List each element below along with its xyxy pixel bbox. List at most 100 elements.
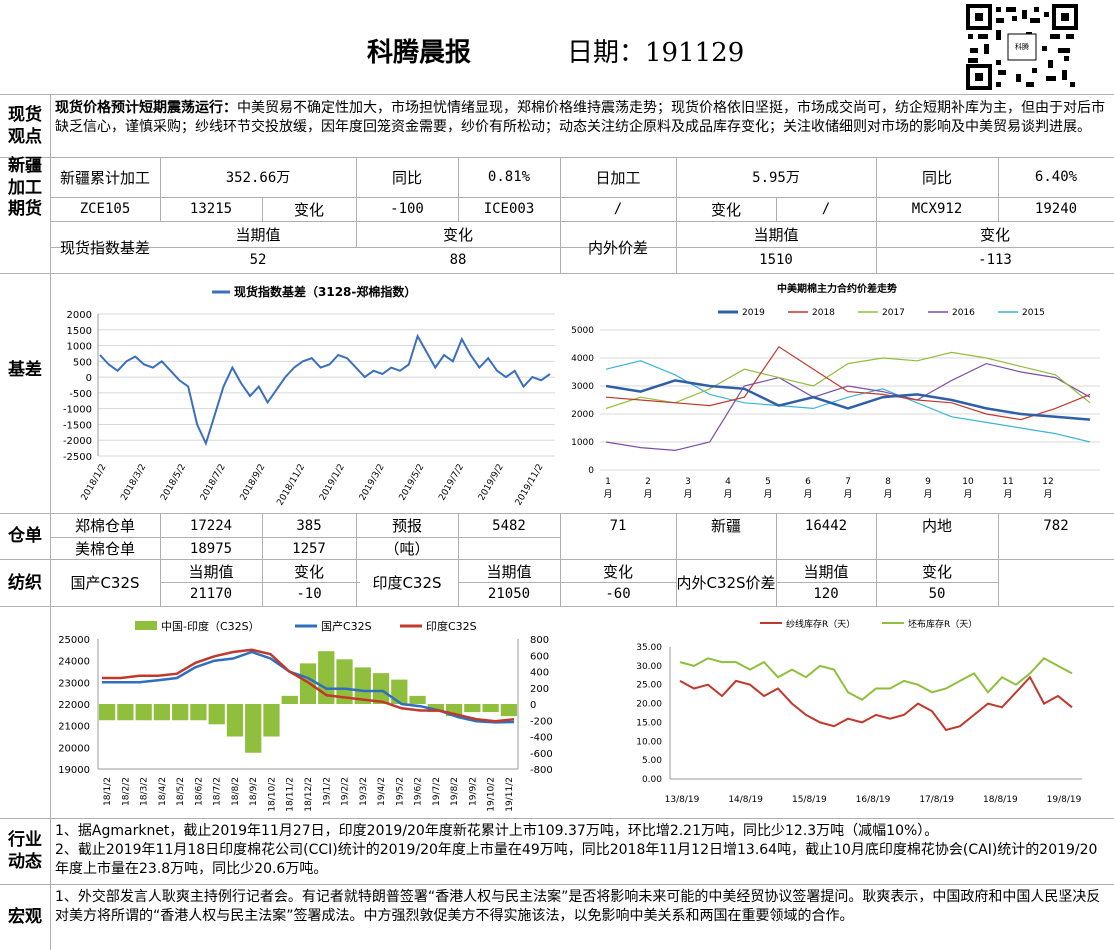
legend-label: 国产C32S xyxy=(321,619,372,633)
y-tick-label: 0 xyxy=(86,373,92,384)
domestic-c32s-label: 国产C32S xyxy=(70,574,140,592)
spot-index-current-value: 52 xyxy=(249,252,267,268)
y-tick-label: 3000 xyxy=(571,382,594,392)
y-tick-label: 500 xyxy=(73,357,92,368)
chart-title: 中美期棉主力合约价差走势 xyxy=(777,282,897,295)
x-tick-unit: 月 xyxy=(603,489,612,500)
bar-spread xyxy=(135,704,152,721)
bar-spread xyxy=(117,704,134,721)
y-tick-label: 2000 xyxy=(571,410,594,420)
y-tick-label: -500 xyxy=(69,389,92,400)
x-tick-unit: 月 xyxy=(763,489,772,500)
x-tick-label: 18/7/2 xyxy=(213,777,223,806)
y-tick-label: 21000 xyxy=(58,722,90,733)
x-tick-label: 15/8/19 xyxy=(792,795,827,805)
x-tick-label: 6 xyxy=(805,477,811,487)
macro-news-item: 1、外交部发言人耿爽主持例行记者会。有记者就特朗普签署“香港人权与民主法案”是否… xyxy=(55,889,1101,924)
x-tick-label: 9 xyxy=(925,477,931,487)
futures-ice-change-label: 变化 xyxy=(710,200,741,219)
y-tick-label: 25.00 xyxy=(636,681,662,691)
series-line xyxy=(605,351,1091,409)
x-tick-unit: 月 xyxy=(1043,489,1052,500)
x-tick-label: 5 xyxy=(765,477,771,487)
unit-ton-label: （吨） xyxy=(384,540,430,558)
report-title: 科腾晨报 xyxy=(367,38,472,68)
x-tick-unit: 月 xyxy=(723,489,732,500)
c32s-spread-current-header: 当期值 xyxy=(803,562,849,581)
spot-view-body: 中美贸易不确定性加大，市场担忧情绪显现，郑棉价格维持震荡走势；现货价格依旧坚挺，… xyxy=(55,100,1105,135)
spread-current-value: 1510 xyxy=(759,252,793,268)
xinjiang-yoy-value: 0.81% xyxy=(487,169,531,185)
c32s-spread-current-value: 120 xyxy=(813,586,839,602)
y2-tick-label: -800 xyxy=(530,765,553,776)
x-tick-label: 2018/7/2 xyxy=(199,463,228,503)
bar-spread xyxy=(354,667,371,704)
x-tick-label: 18/8/2 xyxy=(231,777,241,806)
bar-spread xyxy=(245,704,262,753)
x-tick-label: 18/3/2 xyxy=(140,777,150,806)
x-tick-label: 19/4/2 xyxy=(377,777,387,806)
x-tick-label: 11 xyxy=(1002,477,1013,487)
inland-warehouse-label: 内地 xyxy=(921,517,952,535)
y-tick-label: 1000 xyxy=(571,438,594,448)
bar-spread xyxy=(500,704,517,717)
x-tick-label: 19/9/2 xyxy=(468,777,478,806)
bar-spread xyxy=(372,673,390,704)
bar-spread xyxy=(427,704,444,713)
bar-spread xyxy=(172,704,189,721)
xinjiang-warehouse-label: 新疆 xyxy=(710,517,741,535)
y2-tick-label: 0 xyxy=(530,700,536,711)
y-tick-label: 10.00 xyxy=(636,737,662,747)
x-tick-label: 2019/11/2 xyxy=(514,463,546,508)
x-tick-label: 2019/5/2 xyxy=(398,463,427,503)
x-tick-label: 19/6/2 xyxy=(414,777,424,806)
inner-outer-spread-label: 内外价差 xyxy=(587,238,648,257)
series-line xyxy=(679,675,1073,732)
x-tick-label: 19/10/2 xyxy=(487,777,497,812)
series-line xyxy=(605,362,1091,452)
y-tick-label: 19000 xyxy=(58,765,90,776)
legend-label: 印度C32S xyxy=(426,619,477,633)
x-tick-label: 2019/1/2 xyxy=(318,463,347,503)
y-tick-label: 5000 xyxy=(571,326,594,336)
y-tick-label: -1000 xyxy=(63,405,92,416)
y-tick-label: 22000 xyxy=(58,700,90,711)
x-tick-label: 18/5/2 xyxy=(176,777,186,806)
spot-index-change-header: 变化 xyxy=(442,225,473,244)
x-tick-unit: 月 xyxy=(923,489,932,500)
futures-mcx-value: 19240 xyxy=(1034,201,1078,217)
series-line xyxy=(102,648,515,723)
domestic-change-header: 变化 xyxy=(293,562,324,581)
legend-label: 2017 xyxy=(882,308,905,318)
zce-warehouse-label: 郑棉仓单 xyxy=(74,517,135,535)
x-tick-label: 2019/3/2 xyxy=(358,463,387,503)
y-tick-label: 20000 xyxy=(58,743,90,754)
y-tick-label: 1000 xyxy=(67,342,92,353)
spot-index-change-value: 88 xyxy=(449,252,467,268)
forecast-label: 预报 xyxy=(391,517,422,535)
section-macro-label: 宏观 xyxy=(8,907,42,927)
domestic-current-value: 21170 xyxy=(189,586,233,602)
x-tick-label: 19/11/2 xyxy=(505,777,515,812)
spread-change-header: 变化 xyxy=(979,225,1010,244)
y-tick-label: 0.00 xyxy=(642,775,662,785)
y2-tick-label: -600 xyxy=(530,749,553,760)
x-tick-label: 2 xyxy=(645,477,651,487)
spot-index-current-header: 当期值 xyxy=(235,225,281,244)
futures-zce-change-value: -100 xyxy=(390,201,424,217)
xinjiang-daily-yoy-label: 同比 xyxy=(921,168,952,187)
x-tick-label: 18/1/2 xyxy=(103,777,113,806)
xinjiang-daily-yoy-value: 6.40% xyxy=(1034,169,1078,185)
spread-change-value: -113 xyxy=(978,252,1012,268)
forecast-value: 5482 xyxy=(492,517,526,534)
x-tick-label: 18/12/2 xyxy=(304,777,314,812)
c32s-price-chart: 中国-印度（C32S） 国产C32S 印度C32S 25000 24000 23000 22… xyxy=(58,619,553,812)
y2-tick-label: 800 xyxy=(530,635,549,646)
industry-news-item: 2、截止2019年11月18日印度棉花公司(CCI)统计的2019/20年度上市… xyxy=(55,842,1098,877)
y-tick-label: 25000 xyxy=(58,635,90,646)
y-tick-label: 20.00 xyxy=(636,700,662,710)
y-tick-label: -2000 xyxy=(63,436,92,447)
futures-zce-change-label: 变化 xyxy=(293,200,324,219)
india-change-header: 变化 xyxy=(602,562,633,581)
x-tick-label: 19/1/2 xyxy=(322,777,332,806)
